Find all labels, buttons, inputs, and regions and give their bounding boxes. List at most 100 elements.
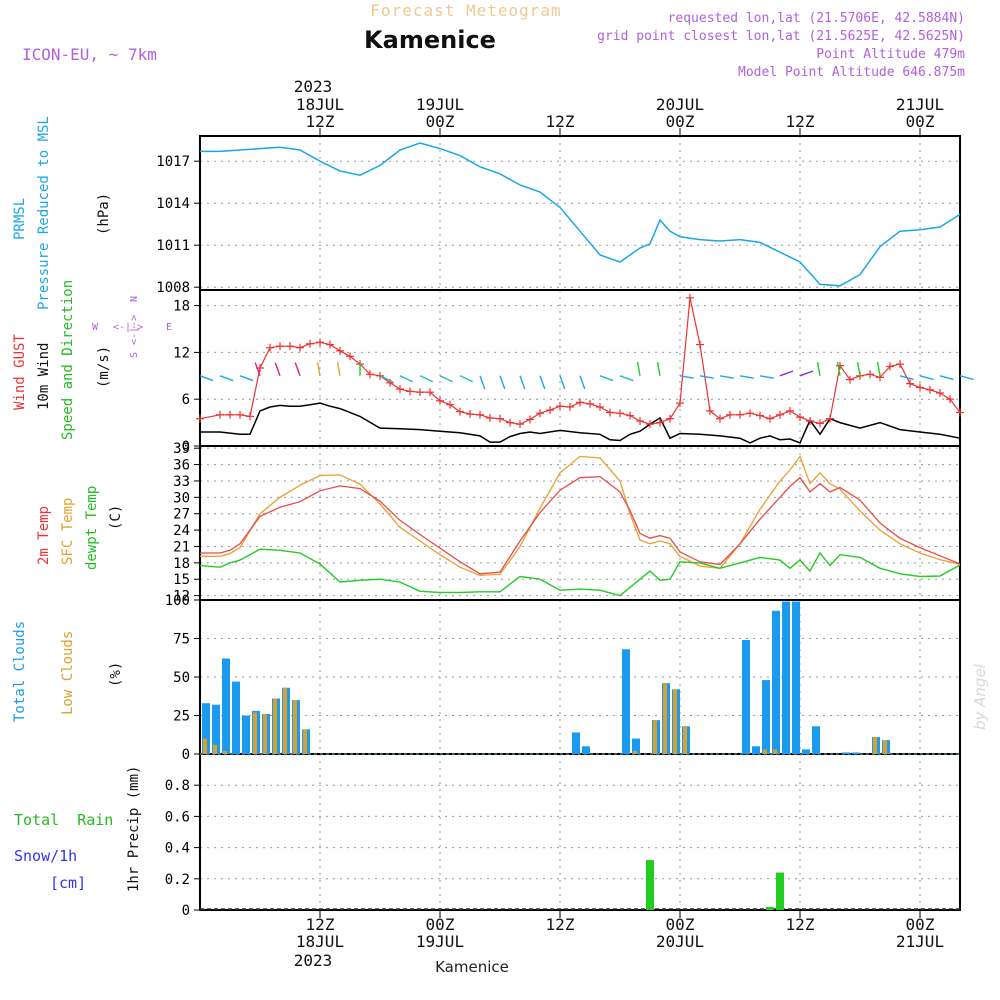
- wind-arrow-56: [759, 375, 774, 379]
- wind-arrow-44: [636, 361, 641, 376]
- wind-arrow-62: [816, 361, 821, 376]
- total-cloud-bar-32: [762, 680, 770, 754]
- wind-speed-line: [200, 402, 961, 444]
- ytick-label-0-0: 1008: [156, 280, 190, 296]
- total-cloud-bar-19: [632, 738, 640, 754]
- temp-dew-label: dewpt Temp: [84, 486, 100, 570]
- ytick-label-1-3: 18: [173, 299, 190, 315]
- wind-dir-label: Speed and Direction: [60, 280, 76, 440]
- panel-frame-4: [199, 753, 961, 911]
- top-hour-1: 00Z: [426, 112, 455, 131]
- wind-arrow-6: [254, 362, 261, 377]
- ytick-label-3-2: 50: [173, 670, 190, 686]
- wind-arrow-22: [419, 375, 433, 383]
- total-cloud-bar-0: [202, 703, 210, 754]
- ytick-label-0-2: 1014: [156, 196, 190, 212]
- wind-arrow-26: [459, 375, 473, 383]
- wind-arrow-70: [899, 375, 914, 381]
- wind-arrow-76: [959, 375, 974, 381]
- ytick-label-1-0: 0: [182, 439, 190, 455]
- ytick-label-4-3: 0.6: [165, 809, 190, 825]
- wind-arrow-36: [559, 375, 566, 390]
- wind-arrow-10: [294, 362, 301, 377]
- low-cloud-bar-43: [873, 737, 877, 754]
- precip-unit: 1hr Precip (mm): [126, 766, 142, 892]
- compass-arrow-h: <-|->: [113, 322, 143, 333]
- bottom-hour-5: 00Z: [906, 915, 935, 934]
- wind-arrow-54: [739, 375, 754, 379]
- ytick-label-2-9: 39: [173, 441, 190, 457]
- ytick-label-2-3: 21: [173, 539, 190, 555]
- wind-arrow-60: [799, 370, 814, 377]
- snow-label: Snow/1h: [14, 847, 77, 865]
- top-hour-0: 12Z: [306, 112, 335, 131]
- compass-s: S: [129, 352, 140, 358]
- model-label: ICON-EU, ~ 7km: [22, 45, 157, 64]
- precip-labels: Total Rain Snow/1h [cm] 1hr Precip (mm): [14, 766, 142, 892]
- total-cloud-bar-18: [622, 649, 630, 754]
- wind-arrow-18: [379, 375, 393, 383]
- total-cloud-bar-34: [782, 601, 790, 754]
- pressure-labels: PRMSL Pressure Reduced to MSL (hPa): [12, 116, 112, 310]
- temp-2m-label: 2m Temp: [36, 506, 52, 565]
- low-cloud-bar-24: [683, 726, 687, 754]
- footer-location: Kamenice: [435, 958, 509, 976]
- total-cloud-bar-1: [212, 704, 220, 754]
- top-date-5: 21JUL: [896, 95, 944, 114]
- bottom-date-3: 20JUL: [656, 932, 704, 951]
- ytick-label-4-4: 0.8: [165, 778, 190, 794]
- temp-labels: 2m Temp SFC Temp dewpt Temp (C): [36, 486, 124, 570]
- clouds-unit: (%): [108, 662, 124, 687]
- bottom-date-0: 18JUL: [296, 932, 344, 951]
- point-altitude: Point Altitude 479m: [816, 47, 965, 62]
- wind-gust-line: [199, 297, 961, 425]
- ytick-label-2-8: 36: [173, 458, 190, 474]
- compass-w: W: [92, 322, 99, 333]
- dewpt-line: [199, 548, 961, 597]
- sfc-temp-line: [200, 455, 961, 577]
- top-hour-4: 12Z: [786, 112, 815, 131]
- panel-frame-2: [199, 445, 961, 601]
- bottom-hour-2: 12Z: [546, 915, 575, 934]
- low-cloud-bar-1: [213, 744, 217, 754]
- total-cloud-bar-13: [572, 732, 580, 754]
- total-cloud-bar-31: [752, 746, 760, 754]
- wind-arrow-20: [399, 375, 413, 383]
- ytick-label-2-0: 12: [173, 589, 190, 605]
- ytick-label-2-4: 24: [173, 523, 190, 539]
- ytick-label-3-1: 25: [173, 709, 190, 725]
- rain-label: Total Rain: [14, 811, 113, 829]
- low-cloud-bar-21: [653, 720, 657, 754]
- wind-arrow-52: [719, 375, 734, 379]
- wind-arrow-38: [579, 375, 586, 390]
- low-cloud-bar-5: [253, 712, 257, 754]
- wind-arrow-32: [519, 375, 526, 390]
- ytick-label-4-2: 0.4: [165, 841, 190, 857]
- bottom-hour-4: 12Z: [786, 915, 815, 934]
- compass-e: E: [166, 322, 172, 333]
- low-cloud-bar-2: [223, 750, 227, 754]
- wind-arrow-24: [439, 375, 453, 383]
- wind-arrow-48: [679, 375, 694, 379]
- total-cloud-bar-2: [222, 658, 230, 754]
- pressure-desc-label: Pressure Reduced to MSL: [36, 116, 52, 310]
- wind-arrow-12: [316, 361, 321, 376]
- wind-arrow-8: [274, 362, 281, 377]
- total-clouds-label: Total Clouds: [12, 621, 28, 722]
- wind-arrow-0: [199, 375, 214, 382]
- temp-sfc-label: SFC Temp: [60, 498, 76, 565]
- location-title: Kamenice: [364, 26, 496, 54]
- ytick-label-3-3: 75: [173, 632, 190, 648]
- low-cloud-bar-10: [303, 729, 307, 754]
- bottom-hour-0: 12Z: [306, 915, 335, 934]
- low-cloud-bar-7: [273, 698, 277, 754]
- wind-arrow-2: [219, 375, 234, 382]
- top-hour-3: 00Z: [666, 112, 695, 131]
- panel-frame-1: [199, 289, 961, 447]
- low-cloud-bar-19: [633, 750, 637, 754]
- wind-arrow-30: [499, 375, 506, 390]
- temp-2m-line: [200, 475, 961, 575]
- ytick-label-2-2: 18: [173, 556, 190, 572]
- ytick-label-1-2: 12: [173, 345, 190, 361]
